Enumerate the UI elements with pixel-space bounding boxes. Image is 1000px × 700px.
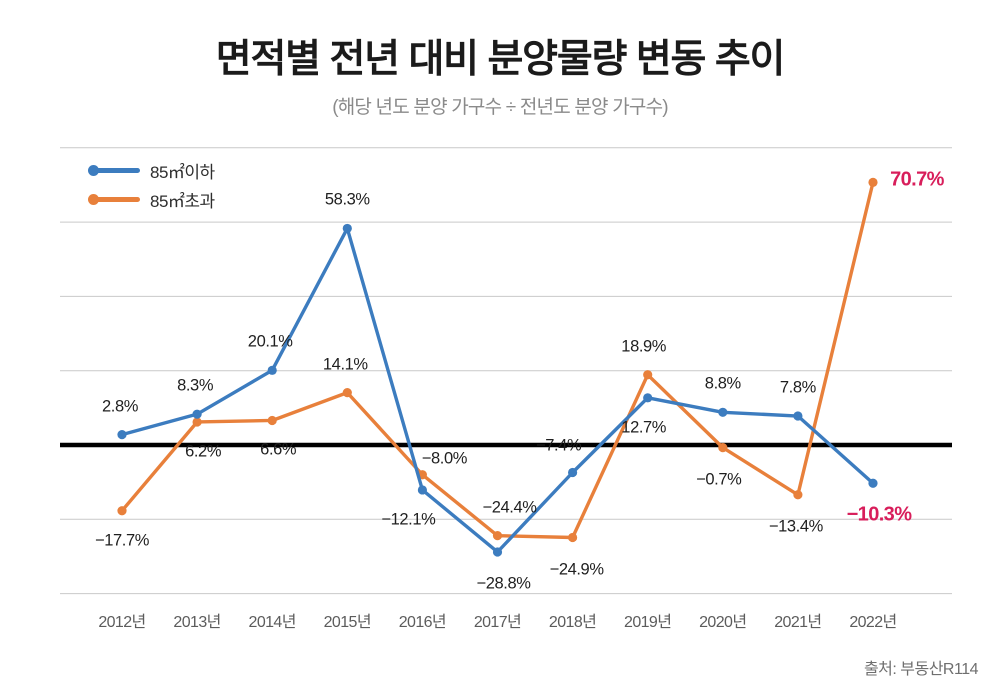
data-point-85-under[interactable] [643, 393, 653, 403]
page-subtitle: (해당 년도 분양 가구수 ÷ 전년도 분양 가구수) [332, 97, 668, 118]
data-point-label: −12.1% [381, 510, 436, 529]
data-point-85-over[interactable] [718, 443, 728, 453]
data-point-85-under[interactable] [267, 365, 277, 375]
x-axis-tick-label: 2017년 [473, 614, 522, 631]
x-axis-tick-label: 2018년 [548, 614, 597, 631]
series-line-85-under [117, 223, 878, 557]
data-point-85-under[interactable] [417, 485, 427, 495]
data-point-label: −0.7% [696, 470, 742, 489]
x-axis-tick-label: 2020년 [699, 614, 747, 631]
chart-legend: 85㎡이하 85㎡초과 [88, 160, 215, 211]
data-point-label: 70.7% [890, 168, 944, 191]
data-point-label: −24.4% [482, 498, 537, 517]
data-point-85-over[interactable] [868, 177, 878, 187]
source-attribution: 출처: 부동산R114 [863, 661, 979, 678]
data-point-label: −7.4% [535, 436, 582, 455]
legend-label-85-over: 85㎡초과 [150, 191, 215, 211]
data-point-label: −10.3% [846, 503, 912, 526]
data-point-85-over[interactable] [643, 370, 653, 380]
legend-item-85-over[interactable]: 85㎡초과 [88, 189, 215, 211]
data-point-label: 6.6% [260, 440, 297, 459]
data-point-label: 7.8% [779, 378, 816, 397]
data-point-label: 14.1% [322, 355, 368, 374]
page-title: 면적별 전년 대비 분양물량 변동 추이 [215, 38, 786, 81]
legend-label-85-under: 85㎡이하 [150, 162, 215, 182]
legend-swatch-dot-blue [88, 165, 99, 176]
data-point-label: −8.0% [421, 449, 468, 468]
data-point-85-over[interactable] [192, 417, 202, 427]
data-point-85-under[interactable] [718, 407, 728, 417]
x-axis-tick-label: 2016년 [398, 614, 447, 631]
line-marker-icon [88, 164, 140, 176]
data-point-85-under[interactable] [117, 429, 127, 440]
data-point-85-under[interactable] [568, 467, 578, 478]
data-point-label: 6.2% [185, 442, 222, 461]
x-axis-tick-label: 2015년 [323, 614, 372, 631]
line-marker-icon [88, 193, 140, 205]
data-point-label: 58.3% [324, 190, 370, 209]
data-point-85-under[interactable] [342, 223, 352, 234]
data-point-label: 2.8% [101, 397, 139, 416]
data-point-label: 8.3% [177, 376, 214, 395]
data-point-label: −13.4% [768, 517, 823, 536]
legend-swatch-bar-blue [92, 168, 140, 173]
data-point-label: −28.8% [476, 574, 531, 593]
data-point-85-over[interactable] [492, 531, 503, 541]
data-point-85-over[interactable] [267, 415, 277, 426]
data-point-85-under[interactable] [793, 411, 803, 421]
series-path [120, 180, 875, 540]
data-point-85-over[interactable] [568, 532, 578, 543]
x-axis-tick-label: 2013년 [173, 614, 221, 631]
data-point-85-over[interactable] [342, 388, 352, 398]
data-point-85-under[interactable] [492, 547, 503, 557]
data-point-85-over[interactable] [793, 490, 803, 500]
data-point-85-under[interactable] [192, 409, 202, 419]
x-axis-tick-label: 2022년 [849, 614, 897, 631]
legend-swatch-bar-orange [92, 197, 140, 202]
data-point-label: 12.7% [621, 418, 667, 437]
legend-item-85-under[interactable]: 85㎡이하 [88, 160, 215, 182]
data-point-label: 18.9% [621, 337, 667, 356]
data-point-label: 8.8% [704, 374, 741, 393]
x-axis-tick-label: 2021년 [774, 614, 822, 631]
data-point-85-under[interactable] [868, 478, 878, 488]
data-point-label: −17.7% [94, 531, 150, 550]
data-point-85-over[interactable] [117, 506, 127, 516]
legend-swatch-dot-orange [88, 194, 99, 205]
data-point-label: 20.1% [247, 332, 293, 351]
x-axis-tick-label: 2019년 [624, 614, 672, 631]
x-axis-tick-label: 2012년 [98, 614, 146, 631]
x-axis-labels: 2012년 2013년 2014년 2015년 2016년 2017년 2018년 2019년… [0, 608, 1000, 634]
x-axis-tick-label: 2014년 [248, 614, 297, 631]
chart-gridlines [60, 147, 952, 595]
data-point-label: −24.9% [549, 560, 604, 578]
series-line-85-over [117, 177, 878, 543]
